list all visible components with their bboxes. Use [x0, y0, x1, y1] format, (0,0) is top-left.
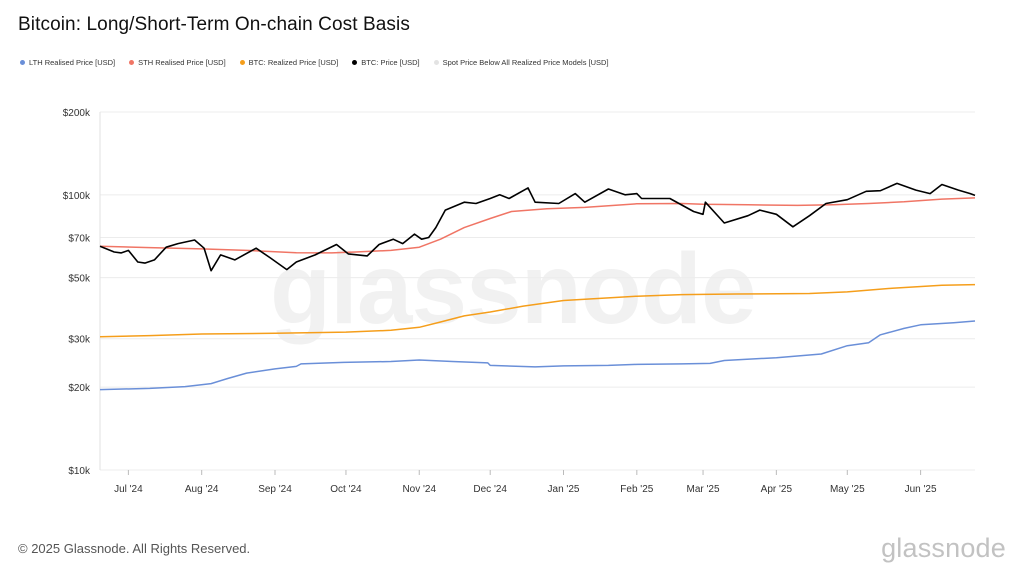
y-tick-label: $200k: [63, 108, 91, 119]
y-tick-label: $20k: [68, 383, 91, 394]
legend-swatch: [129, 60, 135, 65]
x-tick-label: Dec '24: [473, 484, 507, 495]
legend-swatch: [352, 60, 358, 65]
x-tick-label: Jan '25: [548, 484, 580, 495]
legend-swatch: [239, 60, 245, 65]
x-tick-label: Jul '24: [114, 484, 143, 495]
x-tick-label: May '25: [830, 484, 865, 495]
y-tick-label: $100k: [63, 191, 91, 202]
y-tick-label: $70k: [68, 233, 91, 244]
legend-label: Spot Price Below All Realized Price Mode…: [442, 58, 609, 67]
y-tick-label: $10k: [68, 466, 91, 477]
legend-label: STH Realised Price [USD]: [138, 58, 226, 67]
legend-item-price[interactable]: BTC: Price [USD]: [352, 58, 420, 67]
x-tick-label: Sep '24: [258, 484, 292, 495]
series-line-lth: [99, 320, 976, 391]
y-tick-label: $50k: [68, 274, 91, 285]
legend-swatch: [433, 60, 439, 65]
legend-item-spot_below[interactable]: Spot Price Below All Realized Price Mode…: [433, 58, 609, 67]
chart-legend: LTH Realised Price [USD] STH Realised Pri…: [20, 58, 609, 67]
chart-title: Bitcoin: Long/Short-Term On-chain Cost B…: [18, 14, 410, 35]
legend-item-realized[interactable]: BTC: Realized Price [USD]: [239, 58, 339, 67]
x-tick-label: Apr '25: [761, 484, 793, 495]
x-tick-label: Nov '24: [402, 484, 436, 495]
x-tick-label: Feb '25: [620, 484, 653, 495]
legend-label: BTC: Price [USD]: [361, 58, 420, 67]
x-tick-label: Mar '25: [687, 484, 720, 495]
x-tick-label: Oct '24: [330, 484, 362, 495]
glassnode-logo: glassnode: [881, 533, 1006, 563]
legend-swatch: [20, 60, 25, 65]
legend-item-sth[interactable]: STH Realised Price [USD]: [129, 58, 226, 67]
legend-label: LTH Realised Price [USD]: [29, 58, 116, 67]
legend-item-lth[interactable]: LTH Realised Price [USD]: [20, 58, 115, 67]
x-tick-label: Jun '25: [905, 484, 937, 495]
series-line-price: [99, 182, 976, 272]
series-line-sth: [99, 197, 976, 254]
series-line-realized: [99, 283, 976, 338]
copyright-text: © 2025 Glassnode. All Rights Reserved.: [18, 541, 251, 556]
x-tick-label: Aug '24: [185, 484, 219, 495]
legend-label: BTC: Realized Price [USD]: [248, 58, 339, 67]
y-tick-label: $30k: [68, 335, 91, 346]
